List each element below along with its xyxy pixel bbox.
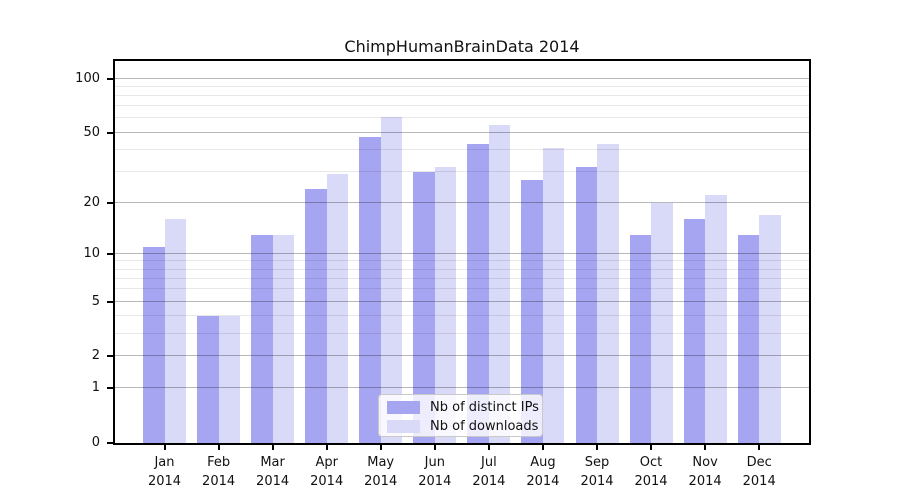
y-tick-mark-2 bbox=[107, 355, 113, 358]
x-tick-mark-feb bbox=[217, 445, 220, 450]
legend-label: Nb of downloads bbox=[430, 419, 539, 434]
bar-downloads-aug bbox=[542, 147, 565, 443]
legend-item-distinct-ips: Nb of distinct IPs bbox=[387, 399, 539, 416]
x-tick-mark-apr bbox=[325, 445, 328, 450]
x-tick-label-jul: Jul 2014 bbox=[472, 455, 506, 489]
y-tick-mark-1 bbox=[107, 387, 113, 390]
x-tick-label-may: May 2014 bbox=[364, 455, 398, 489]
x-tick-mark-jan bbox=[163, 445, 166, 450]
legend: Nb of distinct IPs Nb of downloads bbox=[378, 394, 543, 437]
bar-ips-dec bbox=[737, 234, 760, 443]
y-tick-label-100: 100 bbox=[75, 70, 100, 86]
x-tick-label-apr: Apr 2014 bbox=[310, 455, 344, 489]
x-tick-mark-oct bbox=[650, 445, 652, 450]
bars-layer bbox=[115, 61, 809, 443]
y-tick-mark-0 bbox=[107, 442, 113, 444]
bar-ips-oct bbox=[629, 234, 651, 443]
x-tick-label-oct: Oct 2014 bbox=[634, 455, 668, 489]
x-tick-label-jun: Jun 2014 bbox=[418, 455, 452, 489]
bar-downloads-jul bbox=[488, 125, 511, 443]
legend-item-downloads: Nb of downloads bbox=[387, 418, 539, 435]
x-axis: Jan 2014 Feb 2014 Mar 2014 Apr 2014 May 2014… bbox=[115, 445, 809, 500]
y-tick-label-1: 1 bbox=[91, 380, 100, 396]
plot-area bbox=[113, 59, 811, 445]
bar-downloads-oct bbox=[651, 202, 673, 443]
bar-ips-apr bbox=[305, 188, 327, 443]
y-tick-label-2: 2 bbox=[91, 348, 100, 364]
y-tick-mark-20 bbox=[107, 201, 113, 204]
bar-downloads-jun bbox=[434, 166, 457, 443]
bar-downloads-nov bbox=[705, 195, 727, 443]
bar-downloads-feb bbox=[218, 315, 241, 443]
bar-downloads-jan bbox=[164, 219, 186, 443]
chart-title: ChimpHumanBrainData 2014 bbox=[344, 37, 580, 56]
bar-downloads-sep bbox=[597, 144, 619, 443]
legend-swatch-icon bbox=[387, 401, 420, 414]
y-tick-mark-5 bbox=[107, 300, 113, 303]
bar-downloads-mar bbox=[272, 234, 295, 443]
x-tick-label-nov: Nov 2014 bbox=[688, 455, 722, 489]
x-tick-mark-jun bbox=[433, 445, 436, 450]
x-tick-mark-mar bbox=[271, 445, 274, 450]
x-tick-label-aug: Aug 2014 bbox=[526, 455, 560, 489]
y-tick-mark-10 bbox=[107, 252, 113, 255]
x-tick-mark-may bbox=[379, 445, 382, 450]
bar-ips-jun bbox=[413, 171, 435, 443]
bar-ips-feb bbox=[197, 315, 219, 443]
x-tick-label-mar: Mar 2014 bbox=[256, 455, 290, 489]
y-tick-mark-100 bbox=[107, 77, 113, 80]
x-tick-mark-sep bbox=[596, 445, 598, 450]
y-tick-label-10: 10 bbox=[83, 245, 100, 261]
y-axis: 0 1 2 5 10 20 50 100 bbox=[0, 61, 113, 450]
bar-ips-sep bbox=[575, 166, 597, 443]
legend-swatch-icon bbox=[387, 420, 420, 433]
x-tick-mark-dec bbox=[758, 445, 761, 450]
legend-label: Nb of distinct IPs bbox=[430, 400, 539, 415]
y-tick-mark-50 bbox=[107, 131, 113, 134]
x-tick-mark-aug bbox=[541, 445, 544, 450]
bar-ips-jul bbox=[467, 144, 489, 443]
x-tick-label-jan: Jan 2014 bbox=[147, 455, 182, 489]
bar-downloads-may bbox=[380, 117, 403, 443]
bar-ips-may bbox=[359, 137, 381, 443]
bar-ips-jan bbox=[143, 246, 165, 443]
x-tick-mark-jul bbox=[487, 445, 490, 450]
bar-ips-aug bbox=[521, 179, 543, 443]
y-tick-label-20: 20 bbox=[83, 194, 100, 210]
bar-ips-nov bbox=[683, 219, 706, 443]
x-tick-mark-nov bbox=[704, 445, 707, 450]
x-tick-label-dec: Dec 2014 bbox=[742, 455, 776, 489]
bar-ips-mar bbox=[251, 234, 273, 443]
bar-downloads-apr bbox=[326, 174, 349, 443]
y-tick-label-0: 0 bbox=[91, 435, 100, 450]
y-tick-label-5: 5 bbox=[91, 293, 100, 309]
x-tick-label-sep: Sep 2014 bbox=[580, 455, 614, 489]
x-tick-label-feb: Feb 2014 bbox=[202, 455, 236, 489]
bar-downloads-dec bbox=[759, 214, 781, 443]
y-tick-label-50: 50 bbox=[83, 124, 100, 140]
